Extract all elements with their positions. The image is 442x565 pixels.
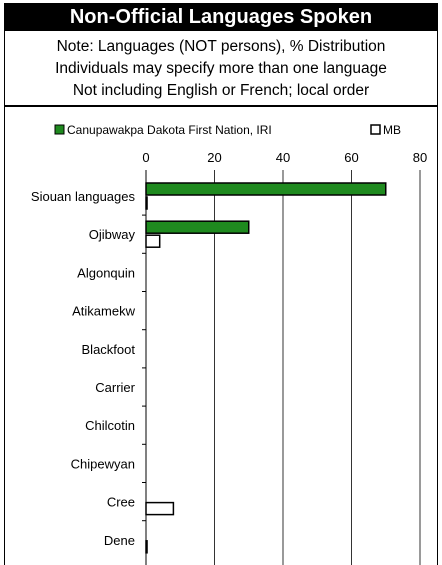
note-line-3: Not including English or French; local o… [72,82,370,99]
y-category-label: Chipewyan [71,456,135,471]
y-axis-labels: Siouan languages Ojibway Algonquin Atikamek… [31,189,136,548]
note-line-2: Individuals may specify more than one la… [55,60,387,77]
bar-canupawakpa [145,182,387,196]
plot-frame [4,107,438,565]
x-tick-label: 80 [413,150,427,165]
x-tick-label: 60 [344,150,358,165]
y-axis-ticks [142,214,146,522]
legend-label-canupawakpa: Canupawakpa Dakota First Nation, IRI [67,123,272,137]
x-tick-label: 40 [276,150,290,165]
y-category-label: Algonquin [77,265,135,280]
notes-box [4,31,438,107]
gridlines [214,170,421,565]
legend: Canupawakpa Dakota First Nation, IRI MB [54,123,401,137]
y-category-label: Cree [107,495,135,510]
y-category-label: Carrier [95,380,135,395]
legend-label-mb: MB [383,123,401,137]
chart-title: Non-Official Languages Spoken [4,3,438,31]
y-category-label: Dene [104,533,135,548]
note-line-1: Note: Languages (NOT persons), % Distrib… [56,38,386,55]
y-category-label: Blackfoot [82,342,136,357]
y-category-label: Chilcotin [85,418,135,433]
x-tick-label: 20 [207,150,221,165]
legend-swatch-canupawakpa [54,124,65,135]
bar-mb [145,501,175,516]
bars [145,182,387,554]
legend-swatch-mb [370,124,381,135]
bar-canupawakpa [145,220,250,234]
x-tick-label: 0 [142,150,149,165]
y-category-label: Ojibway [89,227,136,242]
x-axis-ticks: 0 20 40 60 80 [142,150,427,165]
bar-mb [145,234,161,248]
y-category-label: Atikamekw [72,304,135,319]
y-category-label: Siouan languages [31,189,136,204]
